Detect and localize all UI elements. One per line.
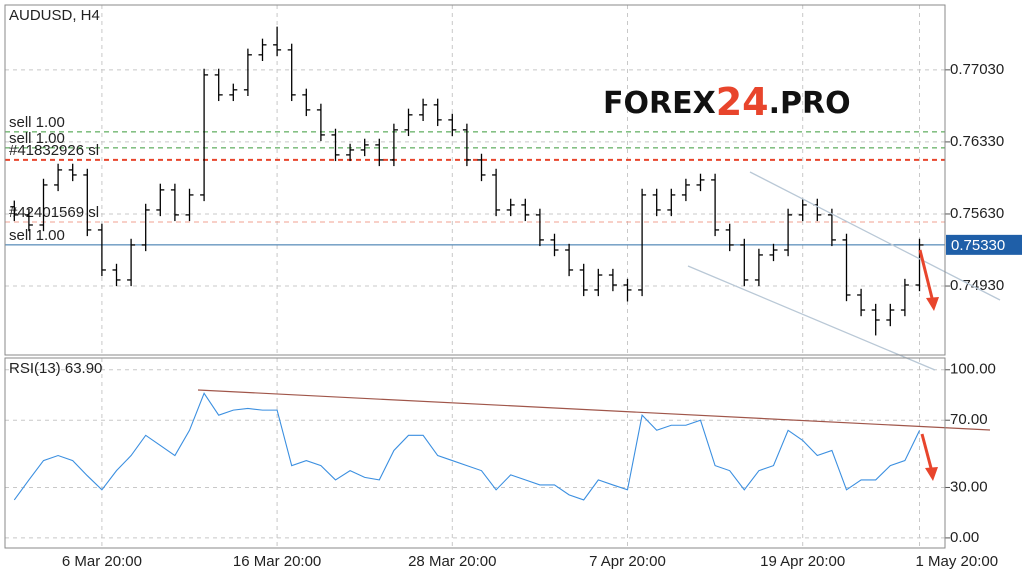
price-panel [4, 4, 946, 356]
y-tick-label: 70.00 [950, 411, 988, 428]
y-tick-label: 0.76330 [950, 133, 1004, 150]
order-label: sell 1.00 [9, 114, 65, 131]
rsi-trendline [197, 389, 991, 431]
x-tick-label: 28 Mar 20:00 [408, 553, 496, 570]
x-tick-label: 7 Apr 20:00 [589, 553, 666, 570]
order-label: sell 1.00 [9, 130, 65, 147]
y-tick-label: 0.75630 [950, 205, 1004, 222]
arrow-rsi-head [925, 467, 938, 481]
arrow-price [918, 249, 934, 299]
y-tick-label: 30.00 [950, 478, 988, 495]
logo: FOREX24.PRO [603, 80, 851, 124]
x-tick-label: 6 Mar 20:00 [62, 553, 142, 570]
order-label: #41832926 sl [9, 142, 99, 159]
y-tick-label: 0.74930 [950, 277, 1004, 294]
rsi-title: RSI(13) 63.90 [9, 360, 102, 377]
current-price-label: 0.75330 [951, 237, 1005, 254]
logo-part: FOREX [603, 86, 716, 121]
arrow-rsi [920, 433, 933, 469]
chart-layers: 6 Mar 20:00 16 Mar 20:00 28 Mar 20:00 7 Apr… [5, 5, 1022, 570]
x-tick-label: 1 May 20:00 [916, 553, 999, 570]
channel-lower [687, 265, 936, 371]
current-price-box [946, 234, 1022, 255]
rsi-panel [4, 357, 946, 549]
arrow-price-head [926, 297, 939, 311]
chart-title: AUDUSD, H4 [9, 7, 100, 24]
channel-upper [749, 171, 1001, 301]
logo-part: 24 [716, 80, 769, 124]
y-tick-label: 0.77030 [950, 61, 1004, 78]
order-label: sell 1.00 [9, 227, 65, 244]
y-tick-label: 0.00 [950, 529, 979, 546]
y-tick-label: 100.00 [950, 361, 996, 378]
x-tick-label: 16 Mar 20:00 [233, 553, 321, 570]
order-label: #42401569 sl [9, 204, 99, 221]
logo-part: .PRO [769, 86, 851, 121]
rsi-line [13, 392, 920, 501]
x-tick-label: 19 Apr 20:00 [760, 553, 845, 570]
